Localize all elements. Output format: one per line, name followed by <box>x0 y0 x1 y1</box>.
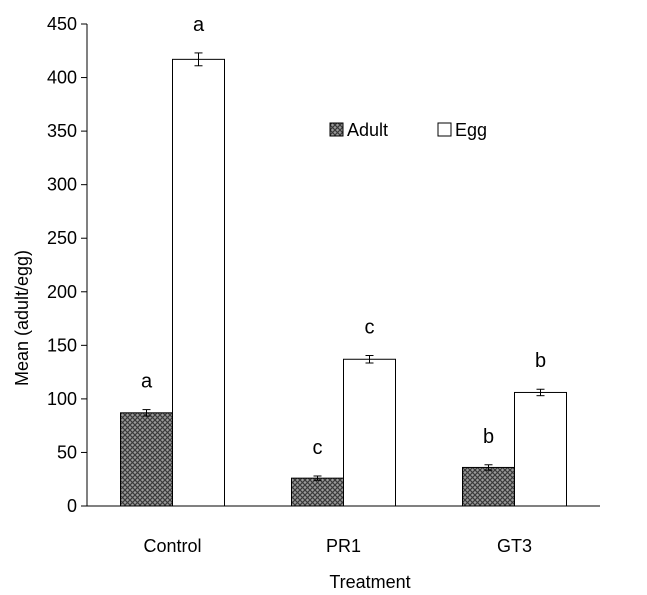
sig-letter-adult-pr1: c <box>313 437 323 459</box>
legend-label-egg: Egg <box>455 120 487 140</box>
legend-swatch-egg <box>437 122 452 137</box>
x-axis-title: Treatment <box>329 572 410 592</box>
legend-label-adult: Adult <box>347 120 388 140</box>
sig-letter-egg-pr1: c <box>365 317 375 339</box>
x-category-label-pr1: PR1 <box>326 536 361 556</box>
sig-letter-adult-control: a <box>141 371 153 393</box>
bar-egg-control <box>172 58 225 507</box>
legend: Adult Egg <box>329 120 487 140</box>
legend-swatch-adult <box>329 122 344 137</box>
significance-letters: a a c c b b <box>141 14 546 459</box>
y-axis-ticks: 0 50 100 150 200 250 300 350 400 450 <box>47 14 87 516</box>
y-tick-label-50: 50 <box>57 442 77 462</box>
bar-egg-gt3 <box>514 391 567 507</box>
y-tick-label-0: 0 <box>67 496 77 516</box>
bar-egg-pr1 <box>343 358 396 507</box>
y-tick-label-450: 450 <box>47 14 77 34</box>
sig-letter-adult-gt3: b <box>483 426 494 448</box>
error-bars <box>142 52 545 481</box>
x-category-label-gt3: GT3 <box>497 536 532 556</box>
x-category-label-control: Control <box>143 536 201 556</box>
y-tick-label-200: 200 <box>47 282 77 302</box>
y-tick-label-100: 100 <box>47 389 77 409</box>
y-tick-label-400: 400 <box>47 68 77 88</box>
y-tick-label-350: 350 <box>47 121 77 141</box>
sig-letter-egg-gt3: b <box>535 350 546 372</box>
bar-adult-gt3 <box>462 466 515 507</box>
bar-adult-control <box>120 412 173 507</box>
y-tick-label-250: 250 <box>47 228 77 248</box>
y-tick-label-150: 150 <box>47 335 77 355</box>
sig-letter-egg-control: a <box>193 14 205 36</box>
bar-adult-pr1 <box>291 477 344 507</box>
x-axis-categories: Control PR1 GT3 <box>143 536 532 556</box>
axes <box>86 24 600 507</box>
y-axis-title: Mean (adult/egg) <box>12 250 32 386</box>
y-tick-label-300: 300 <box>47 175 77 195</box>
